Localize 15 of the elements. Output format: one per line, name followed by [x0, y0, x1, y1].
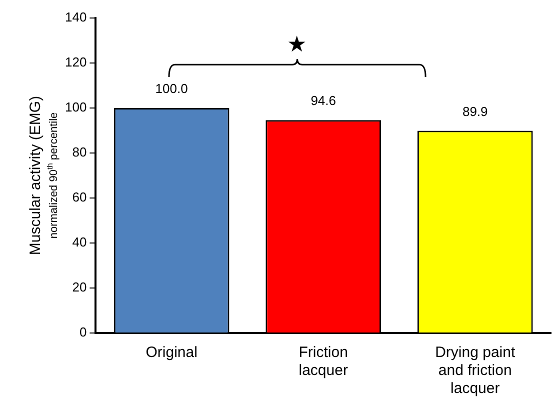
data-label: 100.0 — [155, 81, 188, 96]
x-tick-label: Original — [146, 344, 198, 362]
y-tick-label: 80 — [72, 144, 87, 160]
x-tick-label: Drying paint and friction lacquer — [435, 344, 516, 398]
x-tick-label: Friction lacquer — [298, 344, 348, 380]
y-tick-label: 0 — [79, 324, 87, 340]
y-tick-label: 60 — [72, 190, 87, 205]
y-tick-label: 40 — [72, 234, 87, 250]
y-tick-label: 120 — [64, 54, 87, 70]
y-tick-label: 20 — [72, 280, 87, 295]
y-tick-label: 140 — [64, 10, 87, 25]
data-label: 94.6 — [310, 93, 336, 108]
data-label: 89.9 — [462, 104, 488, 119]
y-tick-label: 100 — [64, 100, 87, 115]
annotation: ★ — [286, 32, 307, 57]
